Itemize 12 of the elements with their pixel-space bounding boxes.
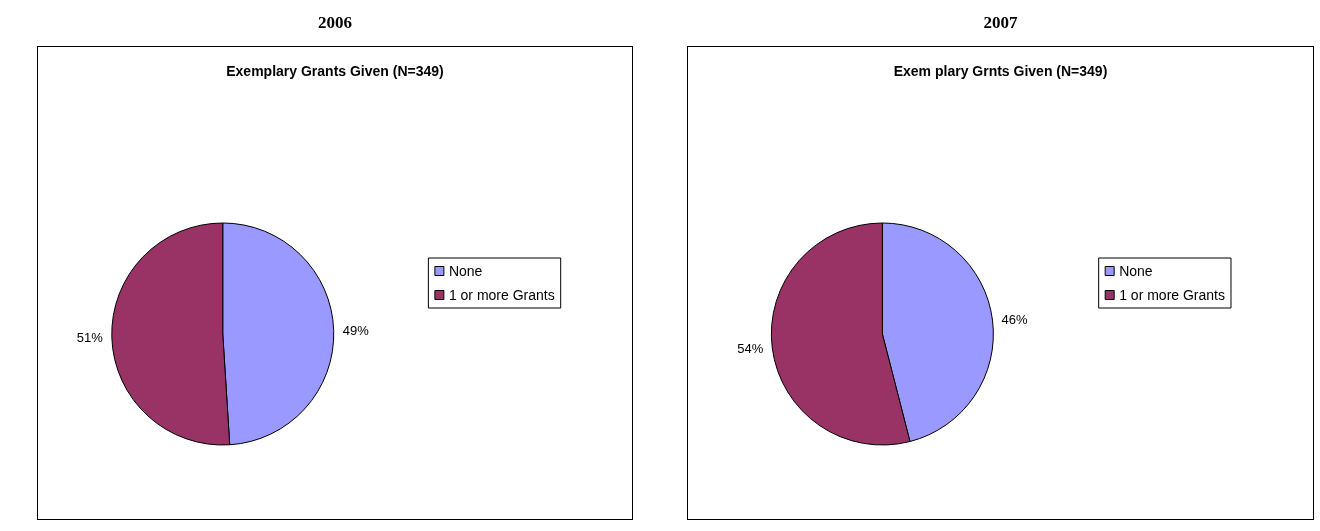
data-label: 46% bbox=[1001, 312, 1028, 328]
legend-label: None bbox=[1119, 263, 1153, 279]
data-label: 54% bbox=[737, 340, 764, 356]
chart-title: 2007 bbox=[982, 12, 1019, 34]
legend-label: None bbox=[448, 263, 483, 279]
legend-label: 1 or more Grants bbox=[448, 287, 555, 303]
chart-title: 2006 bbox=[317, 12, 353, 34]
chart-subtitle: Exem plary Grnts Given (N=349) bbox=[893, 63, 1108, 79]
chart-subtitle: Exemplary Grants Given (N=349) bbox=[226, 63, 444, 79]
data-label: 49% bbox=[342, 322, 370, 338]
legend-label: 1 or more Grants bbox=[1119, 287, 1226, 303]
data-label: 51% bbox=[76, 330, 104, 346]
